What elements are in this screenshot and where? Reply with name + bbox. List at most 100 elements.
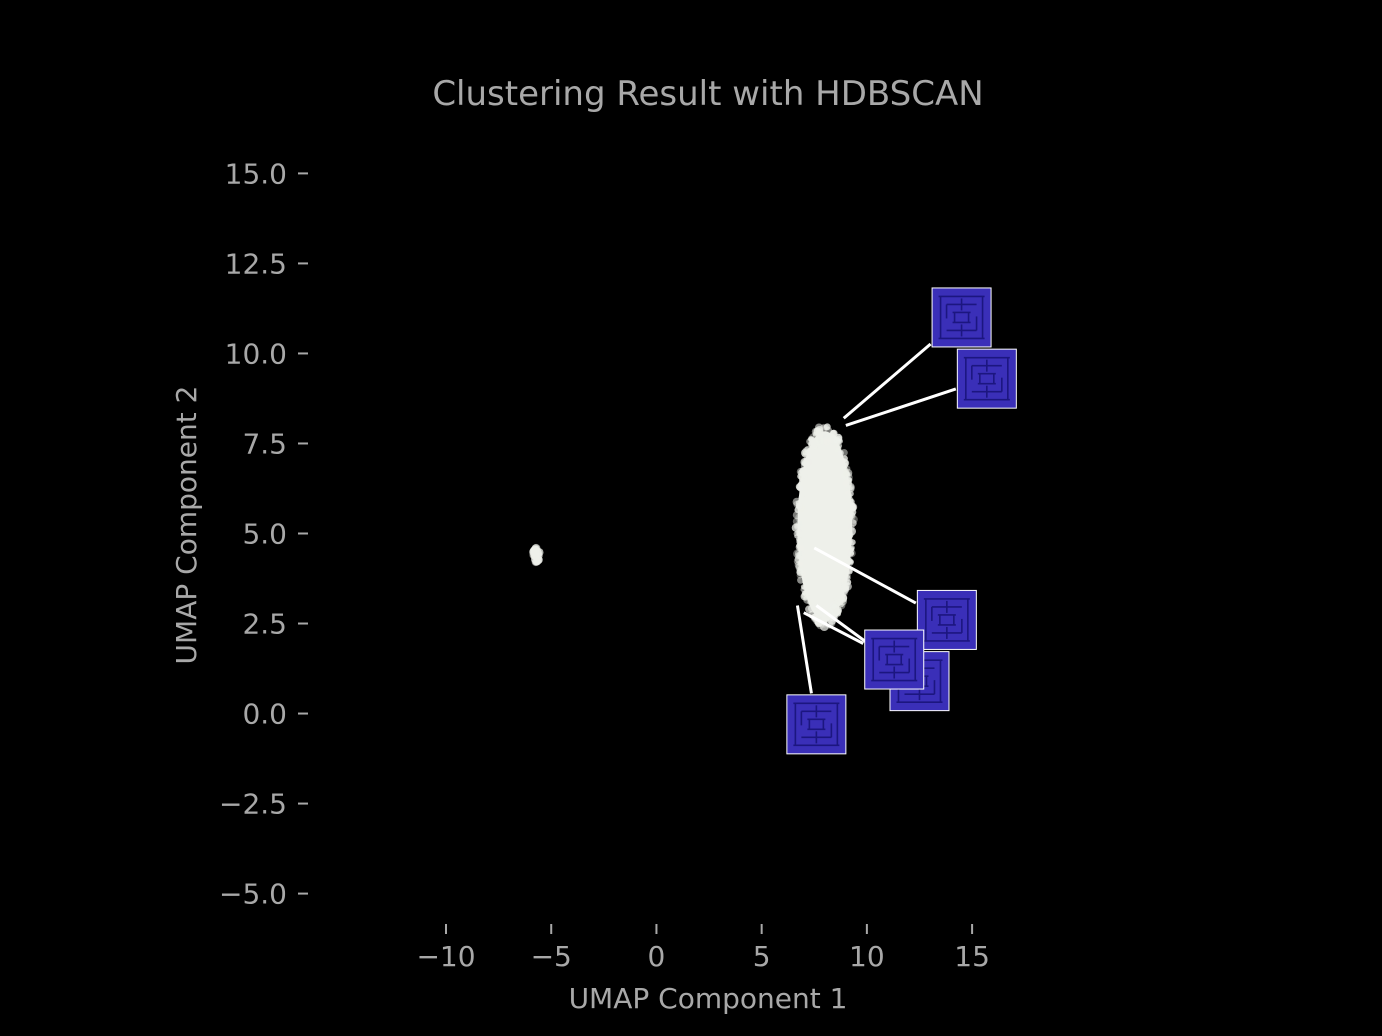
scatter-point [797, 576, 805, 584]
thumbnail-image [957, 349, 1016, 408]
scatter-point [842, 469, 850, 477]
scatter-point [791, 523, 801, 532]
thumbnail-image [917, 590, 976, 649]
scatter-point [835, 598, 844, 606]
y-tick-label: 7.5 [242, 427, 287, 460]
x-tick-label: −10 [416, 940, 475, 973]
scatter-point [838, 588, 844, 595]
scatter-point [849, 546, 855, 551]
scatter-point [792, 517, 801, 526]
scatter-point [815, 426, 824, 434]
leader-line [795, 605, 813, 694]
scatter-point [847, 549, 856, 558]
y-tick-label: 5.0 [242, 518, 287, 551]
scatter-point [848, 540, 854, 547]
thumbnail-image [932, 288, 991, 347]
thumbnail-image [865, 630, 924, 689]
leader-line [842, 342, 932, 420]
scatter-points [529, 423, 858, 631]
scatter-point [796, 551, 805, 559]
y-tick-label: 12.5 [225, 247, 287, 280]
scatter-point [795, 513, 804, 522]
scatter-point [816, 432, 824, 439]
y-tick-label: 10.0 [225, 337, 287, 370]
cluster-core [797, 431, 853, 622]
scatter-point [841, 580, 850, 590]
x-tick-label: 0 [648, 940, 666, 973]
scatter-point [798, 495, 805, 501]
scatter-point [849, 559, 854, 564]
scatter-point [796, 568, 804, 576]
scatter-point [849, 549, 855, 555]
x-axis-ticks: −10 −5 0 5 10 15 [416, 924, 990, 973]
scatter-point [799, 478, 806, 486]
scatter-point [849, 519, 857, 527]
scatter-point [844, 574, 850, 580]
thumbnail-annotation [813, 546, 977, 650]
thumbnail-annotation [845, 348, 1017, 427]
scatter-point [802, 450, 808, 456]
scatter-point [848, 514, 854, 520]
scatter-point [531, 551, 536, 557]
scatter-point [793, 522, 801, 530]
scatter-point [795, 520, 803, 528]
x-tick-label: 15 [954, 940, 990, 973]
scatter-point [843, 479, 852, 489]
y-tick-label: −2.5 [219, 788, 287, 821]
scatter-point [799, 467, 809, 476]
y-tick-label: 2.5 [242, 608, 287, 641]
scatter-point [796, 529, 803, 536]
scatter-point [809, 437, 816, 444]
y-tick-label: −5.0 [219, 878, 287, 911]
leader-line [813, 546, 917, 605]
scatter-point [848, 486, 853, 491]
chart-title: Clustering Result with HDBSCAN [432, 74, 983, 114]
scatter-point [844, 575, 851, 581]
scatter-point [529, 550, 538, 559]
scatter-point [798, 485, 804, 491]
scatter-point [803, 586, 813, 596]
cluster-small [529, 543, 544, 567]
scatter-point [841, 458, 846, 464]
scatter-point [803, 459, 811, 467]
y-tick-label: 0.0 [242, 698, 287, 731]
scatter-point [806, 452, 815, 461]
scatter-point [802, 577, 809, 583]
cluster-main [791, 423, 858, 631]
scatter-point [529, 547, 538, 557]
thumbnail-annotations [786, 287, 1017, 755]
thumbnail-annotation [803, 611, 925, 690]
y-axis-label: UMAP Component 2 [170, 386, 203, 665]
thumbnail-annotation [842, 287, 992, 420]
x-tick-label: 5 [753, 940, 771, 973]
scatter-point [835, 444, 841, 450]
scatter-point [823, 423, 831, 431]
scatter-point [837, 450, 844, 457]
y-axis-ticks: 15.0 12.5 10.0 7.5 5.0 2.5 0.0 −2.5 −5.0 [219, 157, 308, 911]
scatter-point [793, 549, 802, 559]
scatter-point [810, 597, 815, 603]
scatter-point [534, 556, 543, 565]
scatter-point [818, 434, 824, 440]
x-axis-label: UMAP Component 1 [569, 982, 848, 1015]
scatter-point [849, 551, 855, 556]
scatter-point [799, 561, 804, 567]
scatter-point [847, 527, 856, 536]
scatter-point [848, 560, 854, 566]
thumbnail-annotation [786, 605, 847, 755]
scatter-point [823, 437, 832, 446]
scatter-point [795, 502, 803, 510]
scatter-point [796, 531, 804, 538]
scatter-point [831, 603, 838, 609]
x-tick-label: −5 [531, 940, 572, 973]
scatter-point [796, 539, 803, 545]
scatter-point [797, 543, 805, 552]
scatter-point [845, 497, 855, 507]
scatter-point [834, 433, 843, 442]
scatter-point [805, 605, 813, 614]
scatter-point [796, 529, 803, 536]
thumbnail-image [787, 695, 846, 754]
